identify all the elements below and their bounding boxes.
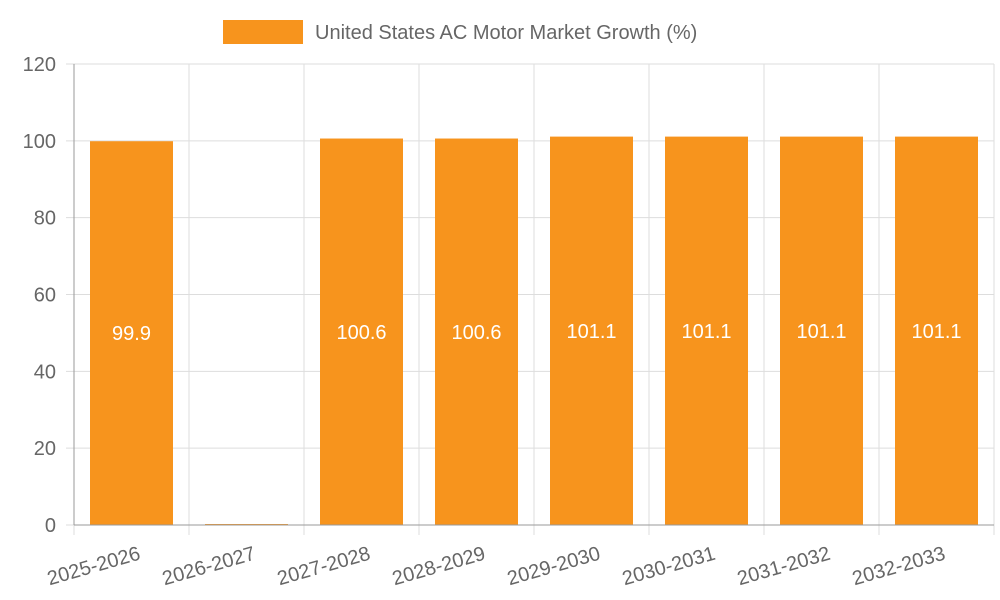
bar [90,141,173,525]
y-tick-label: 100 [23,131,56,153]
x-tick-label: 2026-2027 [160,543,258,591]
x-tick-label: 2025-2026 [45,543,143,591]
bar [895,136,978,526]
bar-data-label: 99.9 [112,323,151,345]
legend-swatch [223,20,303,44]
x-tick-label: 2027-2028 [275,543,373,591]
y-tick-label: 80 [34,208,56,230]
x-tick-label: 2028-2029 [390,543,488,591]
bar [780,136,863,526]
bar-data-label: 101.1 [911,321,961,343]
bar-data-label: 100.6 [336,322,386,344]
y-tick-label: 40 [34,361,56,383]
data-labels: 99.9 0.0 100.6 100.6 101.1 101.1 101.1 101.1 [112,321,962,528]
grid [66,63,995,535]
bar-data-label: 101.1 [796,321,846,343]
x-tick-label: 2030-2031 [620,543,718,591]
bar-data-label: 101.1 [681,321,731,343]
bars [90,136,978,526]
bar [320,138,403,526]
y-tick-label: 20 [34,438,56,460]
y-tick-label: 120 [23,54,56,76]
x-tick-label: 2029-2030 [505,543,603,591]
bar-data-label: 0.0 [233,506,261,528]
bar [550,136,633,526]
bar [665,136,748,526]
legend-label: United States AC Motor Market Growth (%) [315,22,697,44]
x-tick-label: 2032-2033 [850,543,948,591]
bar-data-label: 100.6 [451,322,501,344]
bar [435,138,518,526]
bar-data-label: 101.1 [566,321,616,343]
y-tick-label: 60 [34,285,56,307]
legend: United States AC Motor Market Growth (%) [223,20,697,44]
x-tick-label: 2031-2032 [735,543,833,591]
y-tick-label: 0 [45,515,56,537]
